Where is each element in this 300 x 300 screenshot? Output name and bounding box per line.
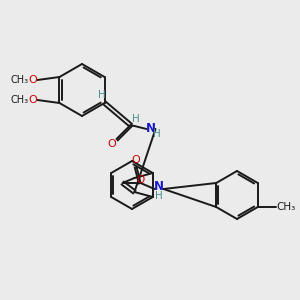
Text: CH₃: CH₃ xyxy=(11,95,28,105)
Text: H: H xyxy=(132,114,140,124)
Text: H: H xyxy=(155,191,162,201)
Text: CH₃: CH₃ xyxy=(276,202,296,212)
Text: O: O xyxy=(107,139,116,149)
Text: O: O xyxy=(28,75,37,85)
Text: N: N xyxy=(154,181,164,194)
Text: O: O xyxy=(28,95,37,105)
Text: N: N xyxy=(146,122,155,134)
Text: CH₃: CH₃ xyxy=(11,75,28,85)
Text: H: H xyxy=(98,90,105,100)
Text: O: O xyxy=(131,155,140,165)
Text: H: H xyxy=(153,129,160,139)
Text: O: O xyxy=(136,175,145,185)
